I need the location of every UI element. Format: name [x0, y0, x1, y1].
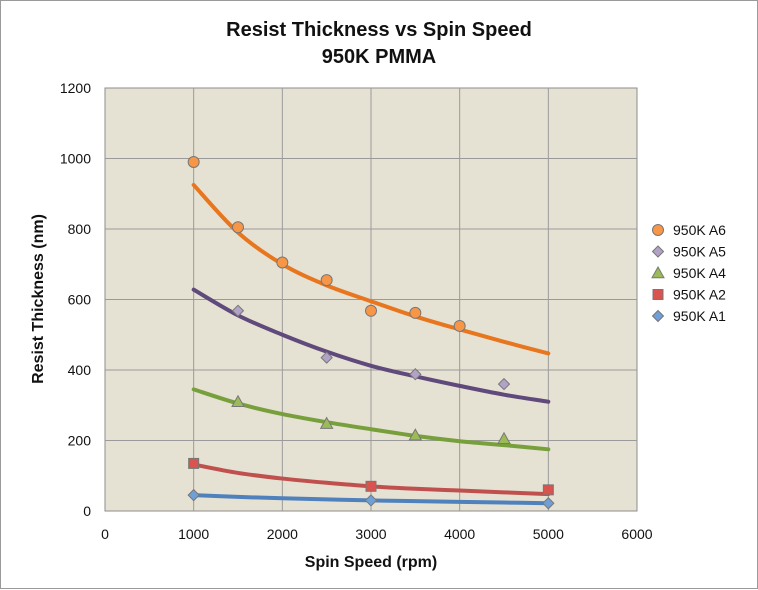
y-tick-label: 800: [68, 221, 92, 237]
data-point-series-3: [365, 480, 377, 492]
legend-marker-2: [651, 265, 665, 279]
data-point-series-2: [319, 416, 334, 429]
data-point-series-3: [188, 457, 200, 469]
chart-title: Resist Thickness vs Spin Speed: [226, 19, 532, 41]
legend-marker-0: [652, 224, 664, 236]
chart-subtitle: 950K PMMA: [322, 46, 436, 68]
x-tick-label: 0: [101, 526, 109, 542]
legend-label-4: 950K A1: [673, 308, 726, 324]
y-tick-label: 1000: [60, 151, 91, 167]
y-tick-label: 1200: [60, 80, 91, 96]
legend-label-3: 950K A2: [673, 287, 726, 303]
data-point-series-0: [276, 256, 289, 269]
data-points: [187, 156, 555, 510]
y-tick-label: 200: [68, 433, 92, 449]
y-tick-label: 400: [68, 362, 92, 378]
data-point-series-0: [409, 306, 422, 319]
data-point-series-0: [232, 221, 244, 234]
x-tick-label: 2000: [267, 526, 298, 542]
data-point-series-0: [320, 274, 333, 287]
y-tick-label: 600: [68, 292, 92, 308]
legend-label-0: 950K A6: [673, 222, 726, 238]
trend-line-series-2: [191, 387, 551, 452]
data-point-series-2: [231, 394, 245, 408]
data-point-series-1: [409, 368, 422, 381]
data-point-series-1: [497, 377, 511, 391]
legend-label-2: 950K A4: [673, 265, 726, 281]
data-point-series-4: [542, 497, 555, 510]
x-tick-label: 1000: [178, 526, 209, 542]
data-point-series-0: [453, 319, 466, 332]
x-axis-ticks: 0 1000 2000 3000 4000 5000 6000: [101, 526, 653, 542]
y-axis-ticks: 0 200 400 600 800 1000 1200: [60, 80, 91, 519]
legend-marker-1: [651, 245, 665, 258]
x-tick-label: 5000: [533, 526, 564, 542]
data-point-series-3: [542, 484, 554, 496]
data-point-series-2: [497, 431, 511, 445]
legend-label-1: 950K A5: [673, 244, 726, 260]
legend-marker-4: [651, 309, 665, 323]
y-tick-label: 0: [83, 503, 91, 519]
data-point-series-0: [187, 156, 200, 169]
data-point-series-1: [231, 304, 245, 317]
x-tick-label: 6000: [621, 526, 652, 542]
data-point-series-4: [187, 488, 200, 502]
data-point-series-0: [365, 304, 377, 317]
trend-line-series-1: [191, 287, 551, 404]
legend-marker-3: [652, 289, 664, 300]
legend: 950K A6 950K A5 950K A4 950K A2 950K A1: [651, 222, 726, 324]
y-axis-title: Resist Thickness (nm): [30, 214, 47, 384]
data-point-series-2: [408, 428, 423, 441]
x-tick-label: 3000: [355, 526, 386, 542]
data-point-series-4: [364, 494, 378, 507]
trend-line-series-0: [191, 182, 551, 356]
x-tick-label: 4000: [444, 526, 475, 542]
x-axis-title: Spin Speed (rpm): [305, 554, 437, 571]
data-point-series-1: [320, 351, 333, 364]
